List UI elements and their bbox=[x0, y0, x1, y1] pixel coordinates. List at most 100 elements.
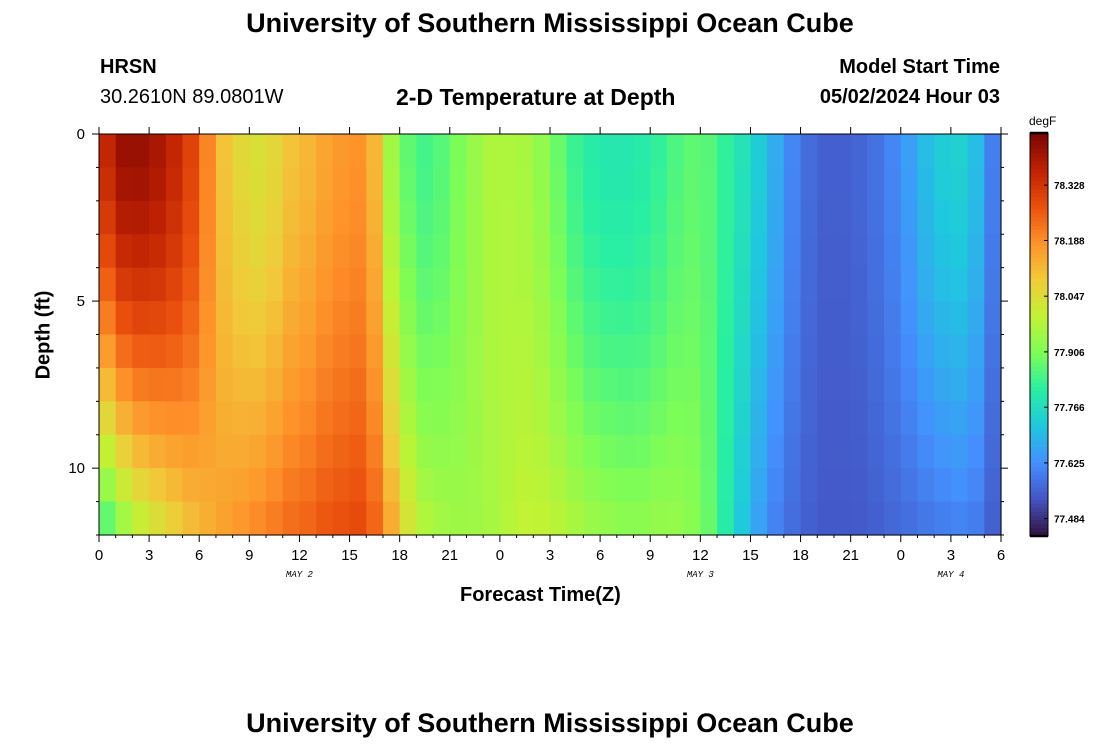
colorbar-segment bbox=[1030, 133, 1048, 138]
heatmap-cell bbox=[382, 401, 401, 436]
heatmap-cell bbox=[399, 501, 417, 536]
heatmap-cell bbox=[266, 134, 284, 169]
heatmap-cell bbox=[934, 434, 952, 469]
heatmap-cell bbox=[215, 434, 234, 469]
x-tick-label: 15 bbox=[341, 547, 358, 564]
heatmap-cell bbox=[332, 200, 351, 235]
heatmap-cell bbox=[433, 334, 451, 369]
heatmap-cell bbox=[917, 167, 935, 202]
heatmap-cell bbox=[533, 434, 551, 469]
colorbar-segment bbox=[1030, 403, 1048, 408]
colorbar-segment bbox=[1030, 483, 1048, 489]
colorbar-segment bbox=[1030, 181, 1048, 186]
heatmap-cell bbox=[215, 234, 234, 269]
heatmap-cell bbox=[800, 434, 818, 469]
colorbar-segment bbox=[1030, 338, 1048, 344]
heatmap-cell bbox=[967, 401, 985, 436]
colorbar-segment bbox=[1030, 479, 1048, 485]
heatmap-cell bbox=[466, 234, 484, 269]
heatmap-cell bbox=[366, 367, 384, 402]
heatmap-cell bbox=[533, 234, 551, 269]
heatmap-cell bbox=[483, 434, 501, 469]
heatmap-cell bbox=[433, 434, 451, 469]
heatmap-cell bbox=[149, 267, 167, 302]
heatmap-cell bbox=[165, 434, 184, 469]
heatmap-cell bbox=[516, 501, 534, 536]
heatmap-cell bbox=[633, 434, 651, 469]
heatmap-cell bbox=[449, 367, 468, 402]
heatmap-cell bbox=[182, 401, 200, 436]
heatmap-cell bbox=[132, 134, 150, 169]
heatmap-cell bbox=[833, 234, 852, 269]
heatmap-cell bbox=[666, 468, 685, 503]
heatmap-cell bbox=[349, 501, 367, 536]
heatmap-cell bbox=[566, 367, 585, 402]
heatmap-cell bbox=[783, 200, 802, 235]
heatmap-cell bbox=[666, 267, 685, 302]
colorbar-segment bbox=[1030, 507, 1048, 513]
heatmap-cell bbox=[433, 401, 451, 436]
heatmap-cell bbox=[550, 267, 568, 302]
heatmap-cell bbox=[750, 167, 768, 202]
x-tick-label: 9 bbox=[245, 547, 253, 564]
figure-title: University of Southern Mississippi Ocean… bbox=[246, 8, 854, 38]
x-tick-label: 21 bbox=[441, 547, 458, 564]
heatmap-cell bbox=[650, 501, 668, 536]
heatmap-cell bbox=[984, 468, 1002, 503]
heatmap-cell bbox=[817, 200, 835, 235]
heatmap-cell bbox=[282, 134, 301, 169]
heatmap-cell bbox=[316, 200, 334, 235]
heatmap-cell bbox=[950, 267, 969, 302]
heatmap-cell bbox=[349, 200, 367, 235]
heatmap-cell bbox=[867, 267, 885, 302]
colorbar-segment bbox=[1030, 241, 1048, 247]
heatmap-cell bbox=[466, 401, 484, 436]
heatmap-cell bbox=[282, 501, 301, 536]
heatmap-cell bbox=[349, 234, 367, 269]
heatmap-cell bbox=[550, 167, 568, 202]
heatmap-cell bbox=[967, 134, 985, 169]
heatmap-cell bbox=[550, 134, 568, 169]
heatmap-cell bbox=[900, 468, 919, 503]
heatmap-cell bbox=[867, 367, 885, 402]
heatmap-cell bbox=[299, 267, 317, 302]
heatmap-cell bbox=[282, 401, 301, 436]
footer-title: University of Southern Mississippi Ocean… bbox=[246, 708, 854, 738]
colorbar-segment bbox=[1030, 471, 1048, 477]
colorbar-segment bbox=[1030, 386, 1048, 392]
heatmap-cell bbox=[733, 434, 752, 469]
heatmap-cell bbox=[950, 234, 969, 269]
colorbar-segment bbox=[1030, 165, 1048, 170]
heatmap-cell bbox=[683, 501, 701, 536]
heatmap-cell bbox=[700, 200, 718, 235]
heatmap-cell bbox=[433, 367, 451, 402]
heatmap-cell bbox=[382, 200, 401, 235]
heatmap-cell bbox=[199, 501, 217, 536]
heatmap-cell bbox=[783, 134, 802, 169]
heatmap-cell bbox=[483, 501, 501, 536]
heatmap-cell bbox=[165, 468, 184, 503]
heatmap-cell bbox=[917, 468, 935, 503]
heatmap-cell bbox=[900, 401, 919, 436]
heatmap-cell bbox=[817, 434, 835, 469]
heatmap-cell bbox=[900, 367, 919, 402]
heatmap-cell bbox=[132, 234, 150, 269]
colorbar-segment bbox=[1030, 350, 1048, 356]
heatmap-cell bbox=[984, 267, 1002, 302]
heatmap-cell bbox=[499, 167, 518, 202]
heatmap-cell bbox=[232, 367, 250, 402]
heatmap-cell bbox=[583, 334, 601, 369]
colorbar-segment bbox=[1030, 354, 1048, 360]
colorbar-unit: degF bbox=[1029, 114, 1057, 128]
heatmap-cell bbox=[984, 134, 1002, 169]
colorbar-segment bbox=[1030, 197, 1048, 203]
heatmap-cell bbox=[616, 367, 635, 402]
heatmap-cell bbox=[266, 434, 284, 469]
heatmap-cell bbox=[165, 267, 184, 302]
colorbar-segment bbox=[1030, 145, 1048, 150]
heatmap-cell bbox=[917, 267, 935, 302]
heatmap-cell bbox=[600, 200, 618, 235]
heatmap-cell bbox=[332, 134, 351, 169]
heatmap-cell bbox=[833, 301, 852, 336]
